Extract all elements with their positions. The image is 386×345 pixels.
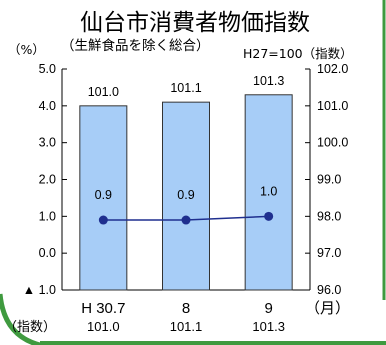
chart-subtitle: （生鮮食品を除く総合） <box>61 37 210 54</box>
right-tick-label: 102.0 <box>317 62 348 76</box>
line-point <box>181 215 191 225</box>
frame-left-arc <box>0 293 41 345</box>
index-row-label: （指数） <box>4 319 56 334</box>
bar-series: 101.0 101.1 101.3 <box>79 74 293 291</box>
left-tick-label: 1.0 <box>39 209 56 223</box>
line-value-label: 0.9 <box>95 188 112 202</box>
right-tick-label: 96.0 <box>317 283 341 297</box>
left-tick-label: 2.0 <box>39 173 56 187</box>
left-axis-unit: （%） <box>8 42 45 57</box>
index-row-value: 101.1 <box>170 319 203 334</box>
month-unit: （月） <box>305 300 350 317</box>
bar <box>162 101 210 291</box>
line-point <box>264 211 274 221</box>
bar <box>244 94 293 291</box>
x-tick-label: 8 <box>182 300 190 317</box>
left-tick-label: 4.0 <box>39 99 56 113</box>
line-value-label: 1.0 <box>260 184 277 198</box>
index-row-value: 101.0 <box>87 319 120 334</box>
left-axis-ticks: 5.0 4.0 3.0 2.0 1.0 0.0 ▲ 1.0 <box>23 62 67 297</box>
x-tick-label: H 30.7 <box>81 300 125 317</box>
right-axis-ticks: 102.0 101.0 100.0 99.0 98.0 97.0 96.0 <box>305 62 348 297</box>
right-tick-label: 101.0 <box>317 99 348 113</box>
left-tick-label: 0.0 <box>39 246 56 260</box>
chart-title: 仙台市消費者物価指数 <box>80 10 310 36</box>
line-value-label: 0.9 <box>177 188 194 202</box>
bar <box>79 105 128 291</box>
right-tick-label: 100.0 <box>317 136 348 150</box>
left-tick-label: 5.0 <box>39 62 56 76</box>
bar-value-label: 101.0 <box>88 85 119 99</box>
right-tick-label: 99.0 <box>317 173 341 187</box>
bar-value-label: 101.3 <box>253 74 284 88</box>
x-tick-label: 9 <box>264 300 272 317</box>
left-tick-label: 3.0 <box>39 136 56 150</box>
right-tick-label: 97.0 <box>317 246 341 260</box>
bar-value-label: 101.1 <box>170 81 201 95</box>
right-axis-unit: H27=100（指数） <box>243 46 353 61</box>
line-point <box>98 215 108 225</box>
left-tick-label: ▲ 1.0 <box>23 283 56 297</box>
index-row-value: 101.3 <box>252 319 285 334</box>
right-tick-label: 98.0 <box>317 209 341 223</box>
line-series: 0.9 0.9 1.0 <box>95 184 277 225</box>
x-axis-labels: H 30.7 101.0 8 101.1 9 101.3 <box>81 300 285 334</box>
